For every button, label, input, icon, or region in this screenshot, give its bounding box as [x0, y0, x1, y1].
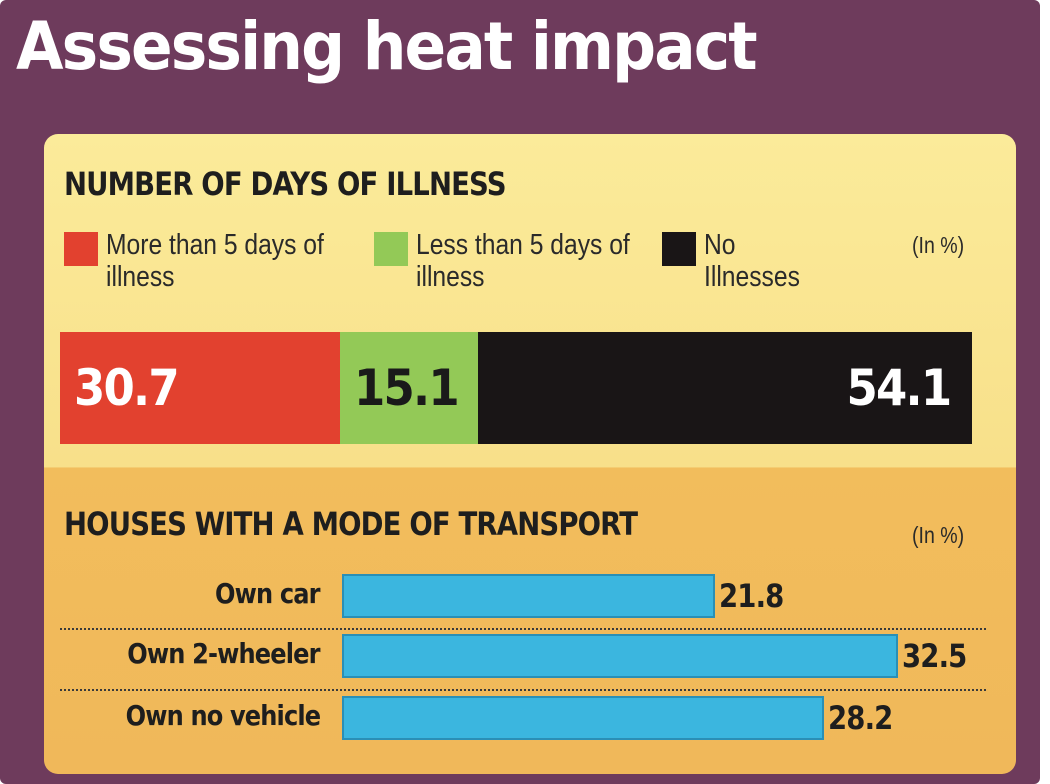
legend-label-less-than-5-days: Less than 5 days of illness: [416, 229, 630, 293]
main-title: Assessing heat impact: [16, 8, 758, 85]
transport-chart-title: HOUSES WITH A MODE OF TRANSPORT: [64, 505, 638, 543]
legend-item-less-than-5-days: Less than 5 days of illness: [374, 229, 686, 294]
bar-value-more-than-5-days: 30.7: [74, 359, 180, 417]
bar-segment-no-illnesses: 54.1: [478, 332, 972, 444]
legend-label-more-than-5-days: More than 5 days of illness: [106, 229, 324, 293]
bar-segment-less-than-5-days: 15.1: [340, 332, 479, 444]
bar-own-2-wheeler: [342, 634, 898, 678]
illness-stacked-bar: 30.7 15.1 54.1: [60, 332, 972, 444]
legend-item-more-than-5-days: More than 5 days of illness: [64, 229, 376, 294]
bar-value-no-illnesses: 54.1: [846, 359, 952, 417]
bar-value-own-2-wheeler: 32.5: [902, 637, 967, 675]
legend-item-no-illnesses: No Illnesses: [662, 229, 834, 294]
category-label-own-car: Own car: [215, 577, 320, 610]
legend-swatch-less-than-5-days: [374, 232, 408, 266]
transport-unit-label: (In %): [912, 522, 965, 548]
legend-label-no-illnesses: No Illnesses: [704, 229, 800, 293]
category-label-own-no-vehicle: Own no vehicle: [125, 699, 320, 732]
bar-value-own-no-vehicle: 28.2: [828, 699, 893, 737]
bar-segment-more-than-5-days: 30.7: [60, 332, 341, 444]
illness-unit-label: (In %): [912, 232, 965, 258]
row-divider: [60, 628, 986, 630]
bar-value-less-than-5-days: 15.1: [354, 359, 460, 417]
legend-swatch-no-illnesses: [662, 232, 696, 266]
illness-chart-title: NUMBER OF DAYS OF ILLNESS: [64, 165, 507, 203]
bar-value-own-car: 21.8: [718, 577, 784, 615]
category-label-own-2-wheeler: Own 2-wheeler: [127, 637, 321, 670]
legend-swatch-more-than-5-days: [64, 232, 98, 266]
row-divider: [60, 689, 986, 691]
bar-own-car: [342, 574, 715, 618]
bar-own-no-vehicle: [342, 696, 825, 740]
